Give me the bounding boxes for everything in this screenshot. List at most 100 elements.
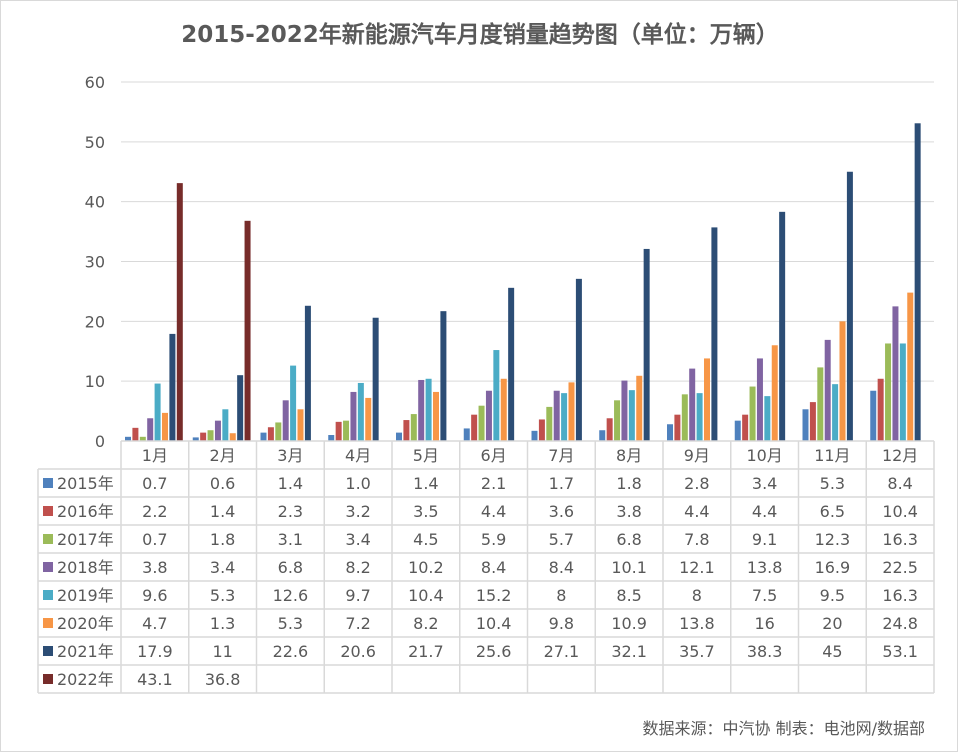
- data-label: 3.8: [616, 502, 641, 521]
- data-label: 2.8: [684, 474, 709, 493]
- data-label: 16.9: [815, 558, 851, 577]
- legend-key-2017年: [43, 534, 53, 544]
- bar-2018年-6月: [485, 390, 492, 441]
- legend-key-2021年: [43, 646, 53, 656]
- bar-2022年-2月: [244, 220, 251, 441]
- data-label: 15.2: [476, 586, 512, 605]
- bar-2018年-7月: [553, 390, 560, 441]
- x-category-label: 11月: [814, 446, 850, 465]
- data-label: 9.8: [549, 614, 574, 633]
- bar-2020年-9月: [704, 358, 710, 441]
- bar-2020年-2月: [229, 433, 236, 441]
- data-label: 2.1: [481, 474, 506, 493]
- bar-2017年-7月: [546, 406, 553, 441]
- legend-label: 2021年: [57, 642, 114, 661]
- data-label: 3.1: [278, 530, 303, 549]
- bar-2018年-9月: [689, 368, 696, 441]
- x-category-label: 12月: [882, 446, 918, 465]
- data-label: 43.1: [137, 670, 173, 689]
- bar-2016年-5月: [403, 420, 410, 441]
- data-label: 10.4: [882, 502, 918, 521]
- data-label: 8.5: [616, 586, 641, 605]
- bar-2016年-8月: [606, 418, 613, 441]
- data-label: 5.3: [278, 614, 303, 633]
- data-label: 12.6: [273, 586, 309, 605]
- data-label: 8: [556, 586, 566, 605]
- data-label: 36.8: [205, 670, 241, 689]
- y-tick-label: 20: [85, 312, 105, 331]
- data-label: 3.4: [752, 474, 777, 493]
- data-label: 12.3: [815, 530, 851, 549]
- bar-2019年-4月: [357, 382, 364, 441]
- x-category-label: 4月: [345, 446, 371, 465]
- legend-label: 2016年: [57, 502, 114, 521]
- bar-2020年-7月: [568, 382, 575, 441]
- bar-2016年-2月: [200, 432, 207, 441]
- bar-2018年-3月: [282, 400, 289, 441]
- bar-2018年-2月: [214, 420, 221, 441]
- data-label: 4.4: [752, 502, 777, 521]
- bar-2018年-10月: [756, 358, 763, 441]
- bar-2017年-4月: [343, 420, 350, 441]
- data-label: 3.4: [345, 530, 370, 549]
- data-label: 7.5: [752, 586, 777, 605]
- data-label: 2.2: [142, 502, 167, 521]
- bar-2019年-3月: [290, 365, 297, 441]
- bar-2015年-3月: [260, 432, 267, 441]
- bar-2021年-3月: [304, 305, 311, 441]
- data-label: 12.1: [679, 558, 715, 577]
- data-label: 5.9: [481, 530, 506, 549]
- data-label: 24.8: [882, 614, 918, 633]
- legend-key-2020年: [43, 618, 53, 628]
- data-label: 25.6: [476, 642, 512, 661]
- bar-2017年-2月: [207, 430, 214, 441]
- data-label: 9.5: [820, 586, 845, 605]
- bar-2016年-7月: [538, 419, 545, 441]
- data-label: 4.5: [413, 530, 438, 549]
- data-label: 38.3: [747, 642, 783, 661]
- legend-key-2022年: [43, 674, 53, 684]
- bar-2016年-10月: [742, 414, 749, 441]
- bar-2017年-9月: [681, 394, 688, 441]
- x-category-label: 7月: [548, 446, 574, 465]
- bar-2018年-5月: [418, 379, 425, 441]
- data-label: 3.4: [210, 558, 235, 577]
- bar-2019年-5月: [425, 378, 432, 441]
- bar-2017年-12月: [885, 343, 892, 441]
- data-label: 6.8: [616, 530, 641, 549]
- bar-2020年-4月: [365, 397, 372, 441]
- bar-2015年-1月: [125, 436, 131, 441]
- bar-2019年-2月: [222, 409, 229, 441]
- bar-2015年-4月: [328, 435, 335, 441]
- bar-2020年-1月: [162, 412, 168, 441]
- data-label: 21.7: [408, 642, 444, 661]
- x-category-label: 6月: [481, 446, 507, 465]
- data-label: 1.4: [278, 474, 303, 493]
- data-label: 8.4: [549, 558, 574, 577]
- bar-2019年-7月: [561, 393, 568, 441]
- data-label: 3.2: [345, 502, 370, 521]
- data-label: 1.7: [549, 474, 574, 493]
- bar-2020年-11月: [839, 321, 846, 441]
- legend-key-2018年: [43, 562, 53, 572]
- data-label: 7.8: [684, 530, 709, 549]
- data-label: 22.6: [273, 642, 309, 661]
- legend-label: 2019年: [57, 586, 114, 605]
- bar-2021年-1月: [169, 333, 176, 441]
- data-label: 13.8: [679, 614, 715, 633]
- bar-2022年-1月: [176, 183, 183, 441]
- x-category-label: 1月: [142, 446, 168, 465]
- x-category-label: 5月: [413, 446, 439, 465]
- legend-label: 2015年: [57, 474, 114, 493]
- data-source: 数据来源：中汽协 制表：电池网/数据部: [642, 719, 925, 738]
- data-label: 3.6: [549, 502, 574, 521]
- data-label: 20: [822, 614, 842, 633]
- legend-key-2019年: [43, 590, 53, 600]
- data-label: 7.2: [345, 614, 370, 633]
- y-tick-label: 0: [95, 432, 105, 451]
- bar-2017年-10月: [749, 386, 756, 441]
- data-label: 45: [822, 642, 842, 661]
- legend-key-2015年: [43, 478, 53, 488]
- bar-2019年-6月: [493, 350, 500, 441]
